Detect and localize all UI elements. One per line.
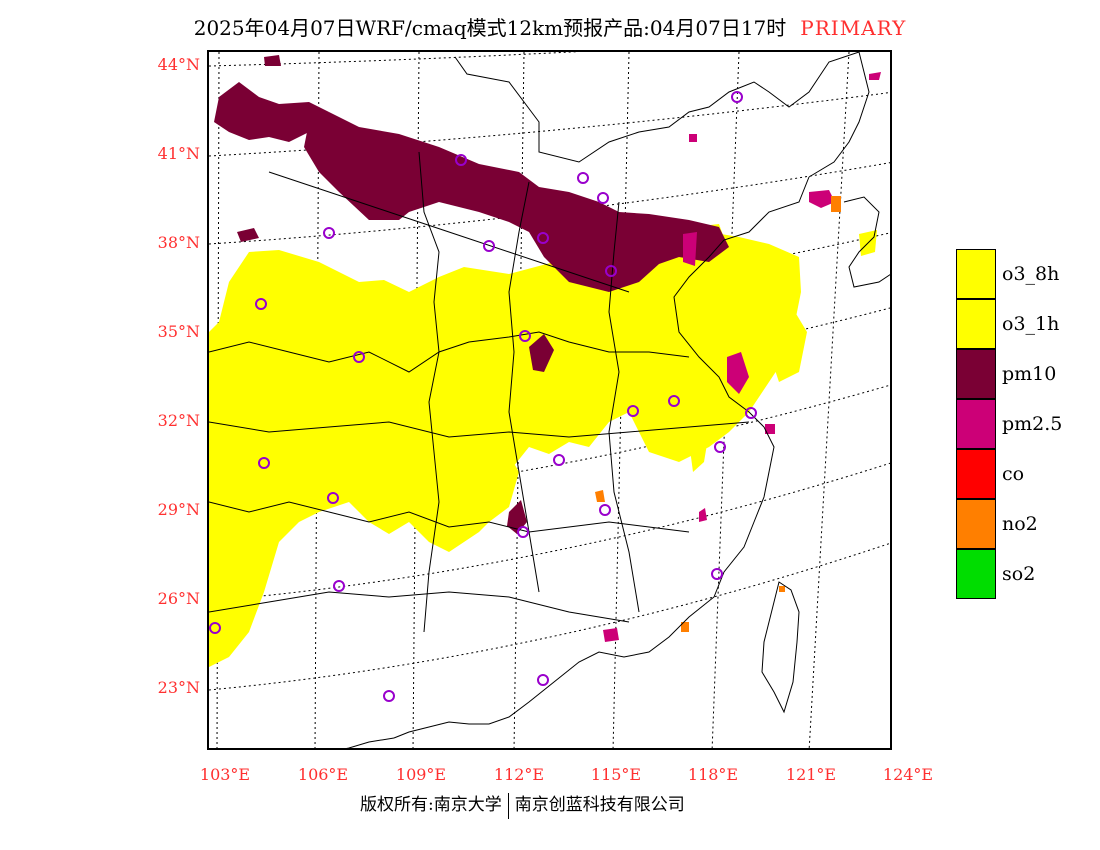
station-marker — [517, 526, 529, 538]
lon-label: 103°E — [199, 765, 251, 784]
station-marker — [519, 330, 531, 342]
lat-label: 23°N — [157, 678, 200, 697]
lon-label: 121°E — [785, 765, 837, 784]
legend-swatch — [956, 299, 996, 349]
station-marker — [605, 265, 617, 277]
station-marker — [327, 492, 339, 504]
station-marker — [209, 622, 221, 634]
pm25-area — [603, 72, 881, 642]
no2-area — [595, 196, 841, 632]
legend-label: pm10 — [1002, 363, 1057, 385]
station-marker — [711, 568, 723, 580]
legend-swatch — [956, 449, 996, 499]
lat-label: 38°N — [157, 233, 200, 252]
station-marker — [597, 192, 609, 204]
lon-label: 115°E — [590, 765, 642, 784]
station-marker — [483, 240, 495, 252]
copyright-footer: 版权所有:南京大学 南京创蓝科技有限公司 — [360, 790, 685, 819]
lon-label: 112°E — [493, 765, 545, 784]
legend-swatch — [956, 249, 996, 299]
boundaries — [209, 52, 890, 748]
station-marker — [323, 227, 335, 239]
station-marker — [627, 405, 639, 417]
station-marker — [731, 91, 743, 103]
legend-label: so2 — [1002, 563, 1036, 585]
station-marker — [455, 154, 467, 166]
lat-label: 32°N — [157, 411, 200, 430]
station-marker — [537, 232, 549, 244]
lat-label: 44°N — [157, 55, 200, 74]
map-title: 2025年04月07日WRF/cmaq模式12km预报产品:04月07日17时 P… — [0, 12, 1100, 41]
footer-divider — [507, 792, 509, 819]
lon-label: 118°E — [687, 765, 739, 784]
lon-label: 124°E — [882, 765, 934, 784]
copyright-owner: 版权所有:南京大学 — [360, 795, 502, 815]
legend-label: o3_1h — [1002, 313, 1060, 335]
title-main: 2025年04月07日WRF/cmaq模式12km预报产品:04月07日17时 — [193, 16, 787, 40]
station-marker — [745, 407, 757, 419]
lon-label: 109°E — [395, 765, 447, 784]
station-marker — [668, 395, 680, 407]
station-marker — [258, 457, 270, 469]
station-marker — [553, 454, 565, 466]
station-marker — [577, 172, 589, 184]
lat-label: 35°N — [157, 322, 200, 341]
legend-label: no2 — [1002, 513, 1038, 535]
station-marker — [383, 690, 395, 702]
station-marker — [714, 441, 726, 453]
title-tag: PRIMARY — [800, 16, 907, 40]
station-marker — [333, 580, 345, 592]
station-marker — [255, 298, 267, 310]
lat-label: 26°N — [157, 589, 200, 608]
lat-label: 41°N — [157, 144, 200, 163]
legend-swatch — [956, 399, 996, 449]
legend-swatch — [956, 499, 996, 549]
o3-area — [209, 224, 877, 667]
legend-swatch — [956, 349, 996, 399]
station-marker — [353, 351, 365, 363]
lat-label: 29°N — [157, 500, 200, 519]
map-canvas — [209, 52, 890, 748]
pollutant-map — [207, 50, 892, 750]
copyright-company: 南京创蓝科技有限公司 — [514, 795, 685, 815]
legend-label: o3_8h — [1002, 263, 1060, 285]
station-marker — [599, 504, 611, 516]
pm10-area — [214, 55, 729, 534]
lon-label: 106°E — [297, 765, 349, 784]
station-markers — [209, 91, 757, 702]
legend-swatch — [956, 549, 996, 599]
legend-label: co — [1002, 463, 1025, 485]
legend-label: pm2.5 — [1002, 413, 1063, 435]
station-marker — [537, 674, 549, 686]
